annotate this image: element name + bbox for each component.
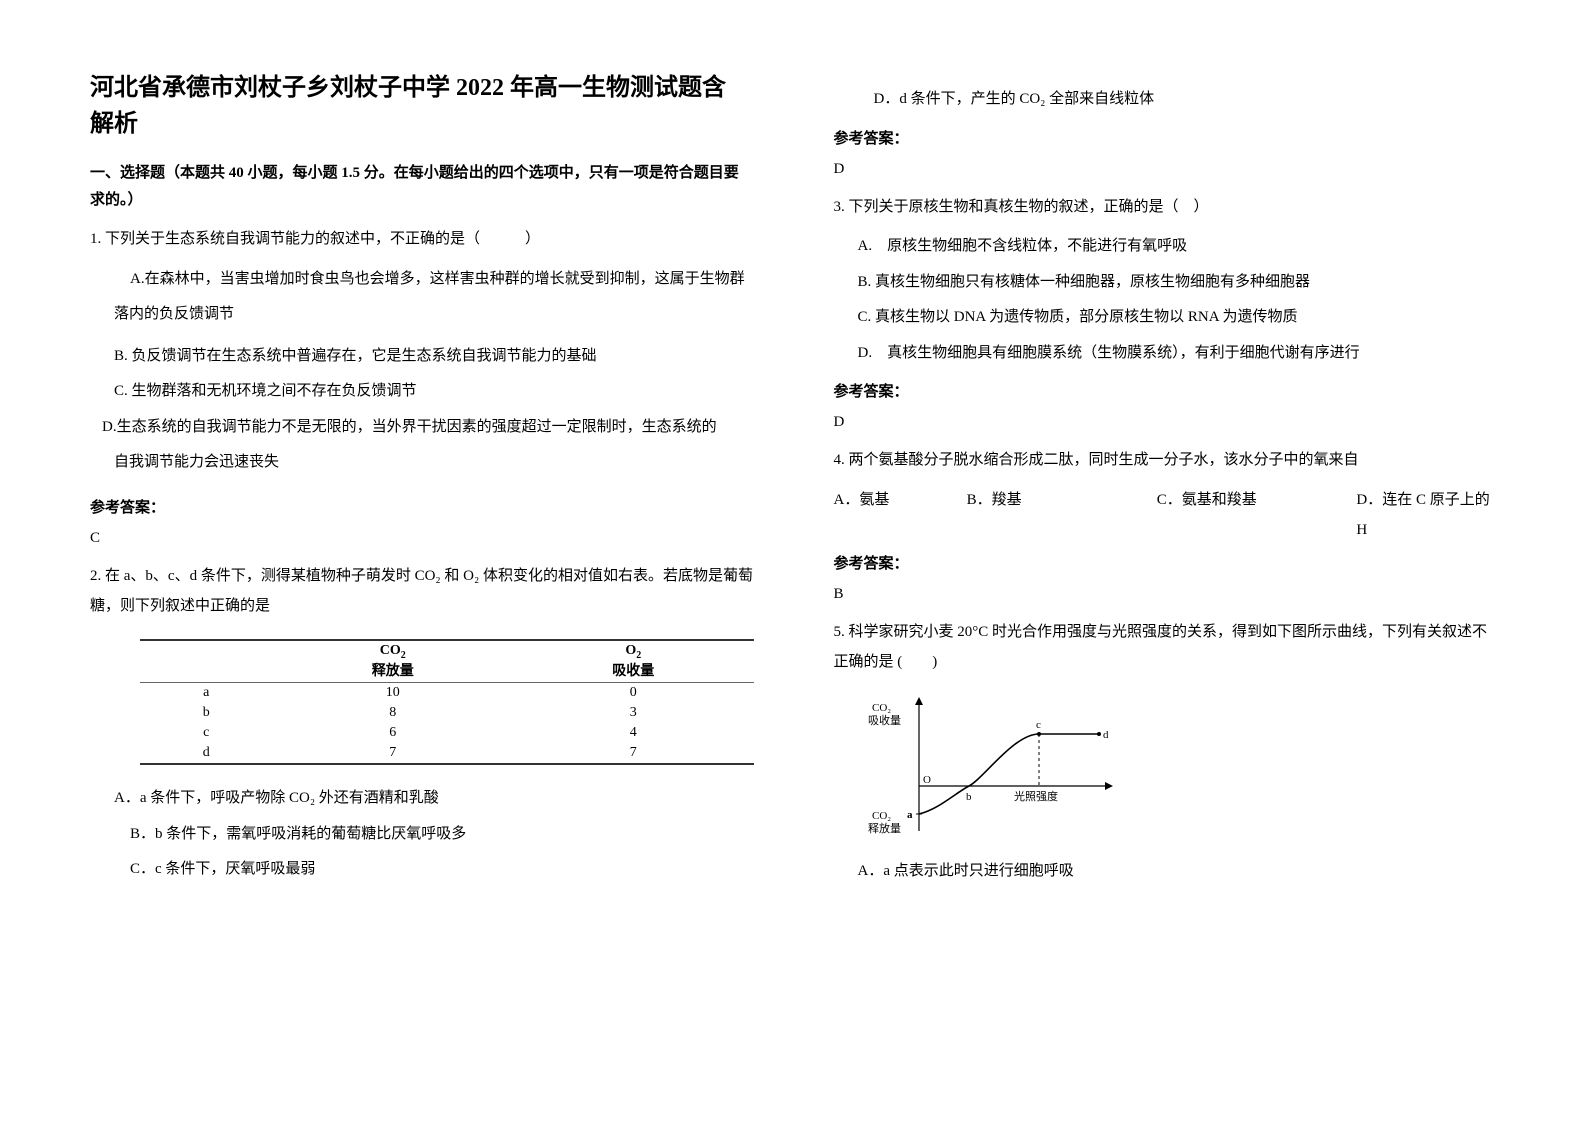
svg-text:d: d [1103, 729, 1109, 741]
q4-option-b: B．羧基 [967, 485, 1157, 545]
light-intensity-chart: CO₂吸收量CO₂释放量Oabcd光照强度 [864, 691, 1124, 841]
q3-option-a: A. 原核生物细胞不含线粒体，不能进行有氧呼吸 [834, 231, 1498, 263]
document-title: 河北省承德市刘杖子乡刘杖子中学 2022 年高一生物测试题含 解析 [90, 70, 754, 142]
q1-answer: C [90, 523, 754, 553]
svg-text:O: O [923, 774, 931, 786]
q1-option-a-line2: 落内的负反馈调节 [90, 299, 754, 331]
q1-option-d-line2: 自我调节能力会迅速丧失 [90, 447, 754, 479]
q3-answer-label: 参考答案： [834, 377, 1498, 407]
table-body: a100 b83 c64 d77 [140, 683, 754, 765]
q1-option-a-line1: A.在森林中，当害虫增加时食虫鸟也会增多，这样害虫种群的增长就受到抑制，这属于生… [90, 264, 754, 296]
svg-text:CO₂: CO₂ [872, 810, 891, 822]
right-column: D．d 条件下，产生的 CO₂ 全部来自线粒体 参考答案： D 3. 下列关于原… [834, 70, 1498, 1082]
q4-option-d: D．连在 C 原子上的 H [1356, 485, 1497, 545]
q4-answer: B [834, 579, 1498, 609]
svg-text:释放量: 释放量 [868, 821, 901, 835]
q3-stem: 3. 下列关于原核生物和真核生物的叙述，正确的是（ ） [834, 192, 1498, 224]
q4-options-row: A．氨基 B．羧基 C．氨基和羧基 D．连在 C 原子上的 H [834, 485, 1498, 545]
q5-stem: 5. 科学家研究小麦 20°C 时光合作用强度与光照强度的关系，得到如下图所示曲… [834, 617, 1498, 677]
q1-option-c: C. 生物群落和无机环境之间不存在负反馈调节 [90, 376, 754, 408]
q3-answer: D [834, 407, 1498, 437]
title-part1: 河北省承德市刘杖子乡刘杖子中学 [90, 75, 456, 101]
section-header: 一、选择题（本题共 40 小题，每小题 1.5 分。在每小题给出的四个选项中，只… [90, 160, 754, 214]
title-year: 2022 [456, 75, 504, 101]
q5-chart: CO₂吸收量CO₂释放量Oabcd光照强度 [864, 691, 1498, 846]
table-header-o2: O2吸收量 [513, 640, 753, 683]
q4-stem: 4. 两个氨基酸分子脱水缩合形成二肽，同时生成一分子水，该水分子中的氧来自 [834, 445, 1498, 477]
svg-text:c: c [1036, 719, 1041, 731]
q1-stem: 1. 下列关于生态系统自我调节能力的叙述中，不正确的是（ ） [90, 224, 754, 256]
q4-option-c: C．氨基和羧基 [1157, 485, 1357, 545]
table-header-co2: CO2释放量 [273, 640, 513, 683]
left-column: 河北省承德市刘杖子乡刘杖子中学 2022 年高一生物测试题含 解析 一、选择题（… [90, 70, 754, 1082]
svg-text:光照强度: 光照强度 [1014, 789, 1058, 803]
q2-answer-label: 参考答案： [834, 124, 1498, 154]
q1-answer-label: 参考答案： [90, 493, 754, 523]
svg-text:b: b [966, 791, 972, 803]
q2-option-a: A．a 条件下，呼吸产物除 CO₂ 外还有酒精和乳酸 [90, 783, 754, 815]
table-row: d77 [140, 743, 754, 764]
q3-option-c: C. 真核生物以 DNA 为遗传物质，部分原核生物以 RNA 为遗传物质 [834, 302, 1498, 334]
q2-table: CO2释放量 O2吸收量 a100 b83 c64 d77 [140, 639, 754, 766]
svg-text:吸收量: 吸收量 [868, 713, 901, 727]
q2-option-d: D．d 条件下，产生的 CO₂ 全部来自线粒体 [834, 84, 1498, 116]
title-part2: 解析 [90, 111, 138, 137]
q1-option-b: B. 负反馈调节在生态系统中普遍存在，它是生态系统自我调节能力的基础 [90, 341, 754, 373]
q5-option-a: A．a 点表示此时只进行细胞呼吸 [834, 856, 1498, 888]
q4-option-a: A．氨基 [834, 485, 967, 545]
q2-stem: 2. 在 a、b、c、d 条件下，测得某植物种子萌发时 CO₂ 和 O₂ 体积变… [90, 561, 754, 621]
table-header-blank [140, 640, 273, 683]
q3-option-d: D. 真核生物细胞具有细胞膜系统（生物膜系统），有利于细胞代谢有序进行 [834, 338, 1498, 370]
title-part1-tail: 年高一生物测试题含 [504, 75, 726, 101]
q1-option-d-line1: D.生态系统的自我调节能力不是无限的，当外界干扰因素的强度超过一定限制时，生态系… [90, 412, 754, 444]
svg-text:a: a [907, 809, 913, 821]
q4-answer-label: 参考答案： [834, 549, 1498, 579]
table-header-row: CO2释放量 O2吸收量 [140, 640, 754, 683]
svg-text:CO₂: CO₂ [872, 702, 891, 714]
q2-answer: D [834, 154, 1498, 184]
q2-option-c: C．c 条件下，厌氧呼吸最弱 [90, 854, 754, 886]
q2-option-b: B．b 条件下，需氧呼吸消耗的葡萄糖比厌氧呼吸多 [90, 819, 754, 851]
table-row: a100 [140, 683, 754, 704]
table-row: c64 [140, 723, 754, 743]
table-row: b83 [140, 703, 754, 723]
q3-option-b: B. 真核生物细胞只有核糖体一种细胞器，原核生物细胞有多种细胞器 [834, 267, 1498, 299]
